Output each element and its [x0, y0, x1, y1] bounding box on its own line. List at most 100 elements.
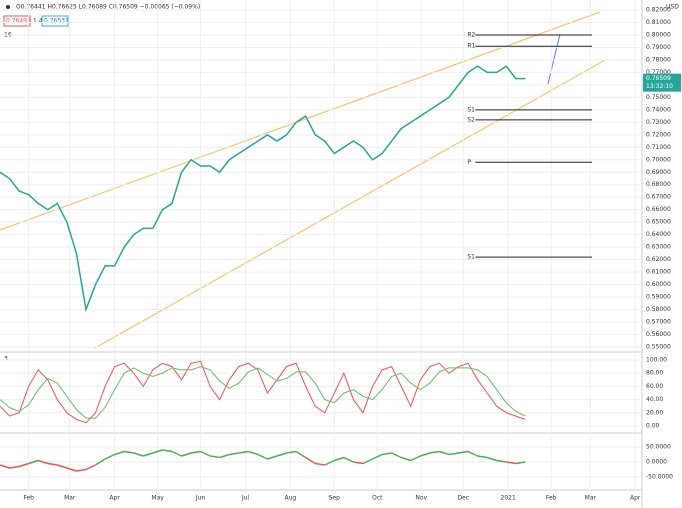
osc-segment: [124, 450, 134, 454]
y-tick-label: 0.65000: [646, 219, 671, 226]
channel-line: [94, 59, 606, 349]
series-line: [0, 360, 526, 424]
y-tick-label: 0.70000: [646, 156, 671, 163]
osc-segment: [353, 461, 364, 465]
y-tick-label: 0.74000: [646, 106, 671, 113]
y-tick-label: 0.81000: [646, 19, 671, 26]
y-tick-label: 0.64000: [646, 231, 671, 238]
y-tick-label: 0.78000: [646, 56, 671, 63]
osc-segment: [286, 450, 297, 454]
y-tick-label: 0.77000: [646, 69, 671, 76]
y-tick-label: 0.79000: [646, 44, 671, 51]
osc-segment: [95, 458, 106, 466]
y-tick-label: 0.71000: [646, 144, 671, 151]
osc-segment: [458, 450, 469, 454]
y-tick-label: 0.58000: [646, 306, 671, 313]
osc-segment: [47, 462, 58, 466]
y-tick-label: 0.57000: [646, 319, 671, 326]
x-tick-label: Nov: [415, 495, 427, 502]
y-tick-label: 0.62000: [646, 256, 671, 263]
x-tick-label: Apr: [109, 495, 120, 502]
price-badge-text: 0.76509: [646, 75, 671, 82]
osc-segment: [162, 449, 173, 453]
channel-line: [0, 11, 601, 231]
x-tick-label: Mar: [585, 495, 597, 502]
osc-segment: [467, 450, 478, 457]
osc-segment: [190, 450, 201, 454]
osc-segment: [133, 452, 144, 457]
osc-segment: [219, 453, 230, 459]
osc-segment: [305, 456, 316, 465]
ohlc-header: O0.76441 H0.76625 L0.76089 C0.76509 −0.0…: [16, 4, 200, 11]
osc-segment: [429, 450, 440, 454]
badge[interactable]: [41, 15, 69, 27]
osc-segment: [295, 450, 307, 459]
osc-segment: [486, 456, 497, 462]
countdown: 13:32:10: [646, 83, 673, 90]
osc-segment: [334, 456, 345, 462]
pivot-label: S2: [467, 116, 475, 123]
y-tick-label: 0.0000: [646, 459, 667, 466]
badge-text: 1.4: [33, 18, 43, 25]
y-tick-label: 0.82000: [646, 7, 671, 14]
osc-segment: [210, 455, 220, 459]
osc-segment: [0, 464, 10, 469]
currency: USD: [666, 4, 679, 11]
pivot-label: R2: [467, 31, 475, 38]
x-tick-label: Sep: [329, 495, 341, 502]
pivot-label: P: [467, 159, 471, 166]
osc-segment: [200, 450, 211, 457]
osc-segment: [315, 462, 325, 466]
y-tick-label: 0.61000: [646, 269, 671, 276]
y-tick-label: 100.00: [646, 357, 667, 364]
symbol-dot: [6, 5, 10, 9]
osc-segment: [506, 461, 516, 465]
y-tick-label: 0.63000: [646, 244, 671, 251]
series-line: [0, 366, 526, 419]
osc-segment: [76, 468, 87, 472]
price-badge: [643, 73, 681, 92]
osc-segment: [181, 452, 192, 457]
y-tick-label: 0.80000: [646, 31, 671, 38]
osc-segment: [448, 452, 459, 456]
osc-segment: [477, 455, 488, 459]
y-tick-label: 0.75000: [646, 94, 671, 101]
y-tick-label: 0.59000: [646, 294, 671, 301]
osc-segment: [267, 455, 278, 460]
y-tick-label: 0.66000: [646, 206, 671, 213]
osc-segment: [400, 456, 411, 462]
osc-label: 3: [4, 356, 8, 363]
x-tick-label: Apr: [630, 495, 641, 502]
x-tick-label: Jul: [241, 495, 250, 502]
x-tick-label: Feb: [23, 495, 34, 502]
osc-segment: [515, 461, 526, 465]
osc-segment: [18, 462, 29, 468]
y-tick-label: 40.00: [646, 396, 663, 403]
pivot-label: R1: [467, 43, 475, 50]
osc-segment: [57, 464, 68, 469]
osc-segment: [343, 456, 354, 463]
osc-segment: [257, 453, 268, 460]
osc-segment: [171, 450, 182, 457]
y-tick-label: 80.00: [646, 370, 663, 377]
x-tick-label: May: [151, 495, 164, 502]
osc-segment: [28, 459, 39, 465]
osc-segment: [143, 452, 154, 457]
y-tick-label: 20.00: [646, 409, 663, 416]
badge[interactable]: [3, 15, 31, 27]
x-tick-label: Oct: [372, 495, 383, 502]
osc-segment: [496, 459, 507, 463]
osc-segment: [66, 467, 77, 472]
y-tick-label: 0.67000: [646, 194, 671, 201]
osc-segment: [85, 464, 96, 471]
projection: [547, 33, 561, 85]
osc-segment: [439, 450, 450, 456]
series-line: [0, 65, 526, 313]
osc-segment: [410, 455, 421, 462]
x-tick-label: Jun: [195, 495, 206, 502]
osc-segment: [9, 465, 20, 469]
y-tick-label: -50.0000: [646, 474, 673, 481]
osc-segment: [381, 452, 392, 456]
